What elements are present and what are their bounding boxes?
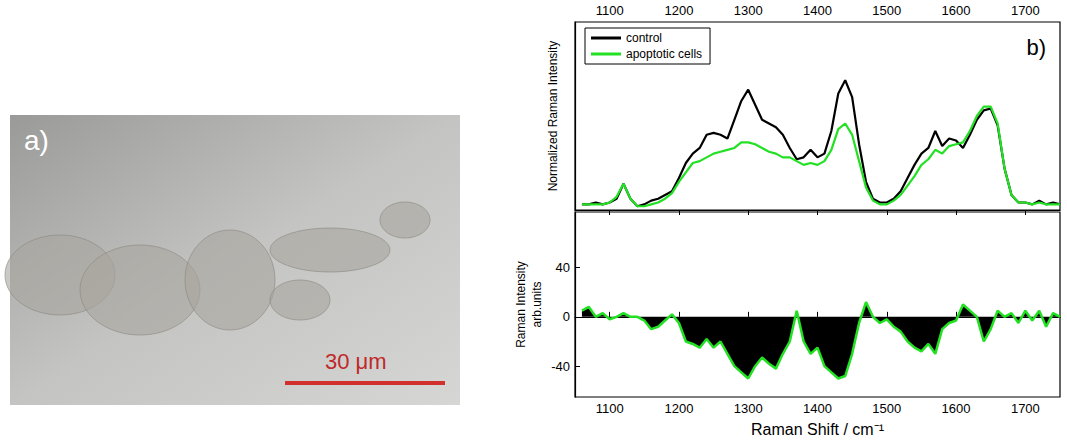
svg-text:1400: 1400	[803, 401, 832, 416]
svg-text:1500: 1500	[872, 3, 901, 18]
svg-text:1700: 1700	[1011, 401, 1040, 416]
svg-text:1600: 1600	[942, 401, 971, 416]
svg-text:a): a)	[24, 125, 49, 156]
svg-text:1400: 1400	[803, 3, 832, 18]
svg-text:0: 0	[563, 309, 570, 324]
svg-text:apoptotic cells: apoptotic cells	[626, 47, 702, 61]
svg-text:1200: 1200	[664, 3, 693, 18]
svg-text:1500: 1500	[872, 401, 901, 416]
svg-text:1100: 1100	[596, 3, 624, 18]
svg-text:1300: 1300	[734, 401, 763, 416]
svg-text:1200: 1200	[664, 401, 693, 416]
svg-text:Raman Intensity: Raman Intensity	[514, 261, 528, 348]
svg-text:control: control	[626, 31, 662, 45]
svg-text:Raman Shift / cm⁻¹: Raman Shift / cm⁻¹	[751, 421, 884, 438]
svg-text:1300: 1300	[734, 3, 763, 18]
svg-text:1100: 1100	[596, 401, 624, 416]
svg-text:Normalized Raman Intensity: Normalized Raman Intensity	[546, 41, 560, 192]
svg-text:1600: 1600	[942, 3, 971, 18]
svg-text:1700: 1700	[1011, 3, 1040, 18]
svg-text:30 μm: 30 μm	[325, 349, 387, 374]
svg-text:40: 40	[556, 260, 570, 275]
svg-text:-40: -40	[551, 359, 570, 374]
svg-text:arb.units: arb.units	[530, 281, 544, 327]
svg-text:b): b)	[1026, 35, 1046, 60]
